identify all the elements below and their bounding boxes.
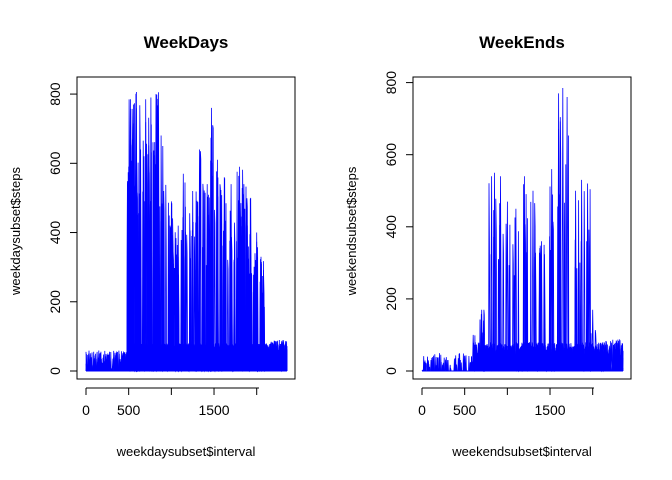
series-peak — [490, 176, 493, 372]
series-peak — [129, 99, 132, 372]
y-tick-label: 800 — [47, 82, 63, 106]
series-peak — [229, 184, 233, 372]
series-trace — [86, 125, 288, 372]
weekends-panel: WeekEnds 0 500 1500 0 200 400 600 800 weekends… — [344, 33, 632, 459]
series-peak — [222, 177, 226, 372]
x-tick-label: 0 — [418, 402, 426, 418]
series-line — [421, 87, 624, 373]
series-peak — [181, 173, 185, 372]
series-peak — [565, 96, 569, 372]
series-peak — [540, 241, 543, 372]
series-trace — [422, 194, 623, 372]
y-tick-label: 400 — [47, 221, 63, 245]
series-peak — [514, 208, 518, 372]
series-peak — [531, 190, 535, 372]
series-peak — [216, 159, 219, 372]
series-peak — [191, 190, 194, 372]
y-axis-label: weekdaysubset$steps — [8, 167, 23, 296]
series-peak — [132, 104, 135, 372]
series-peak — [255, 232, 258, 372]
series-peak — [580, 179, 583, 372]
series-peak — [157, 92, 160, 372]
series-peak — [170, 201, 173, 372]
series-peak — [135, 91, 138, 372]
x-axis-label: weekendsubset$interval — [451, 444, 592, 459]
x-tick-label: 500 — [117, 402, 141, 418]
y-tick-label: 200 — [383, 287, 399, 311]
weekdays-panel: WeekDays 0 500 1500 0 200 400 600 800 weekdays… — [8, 33, 296, 459]
plot-box — [412, 76, 632, 380]
series-peak — [149, 97, 153, 372]
series-peak — [499, 176, 502, 372]
series-peak — [144, 99, 148, 372]
series-peak — [493, 172, 496, 372]
series-peak — [161, 145, 165, 372]
x-axis-label: weekdaysubset$interval — [116, 444, 256, 459]
series-peak — [523, 176, 526, 372]
series-peak — [561, 87, 565, 372]
series-peak — [574, 190, 577, 372]
x-tick-label: 500 — [453, 402, 477, 418]
series-peak — [586, 183, 589, 372]
series-line — [85, 91, 288, 373]
y-axis-ticks: 0 200 400 600 800 — [47, 82, 77, 375]
y-tick-label: 0 — [383, 367, 399, 375]
series-peak — [198, 149, 201, 372]
y-tick-label: 200 — [47, 290, 63, 314]
x-axis-ticks: 0 500 1500 — [82, 388, 258, 418]
y-tick-label: 600 — [47, 151, 63, 175]
chart-title: WeekDays — [144, 33, 229, 52]
series-peak — [249, 197, 253, 372]
series-peak — [139, 149, 142, 372]
x-tick-label: 1500 — [198, 402, 229, 418]
x-tick-label: 0 — [82, 402, 90, 418]
y-axis-ticks: 0 200 400 600 800 — [383, 71, 413, 375]
y-tick-label: 0 — [47, 367, 63, 375]
series-peak — [238, 166, 241, 372]
series-peak — [242, 184, 246, 372]
y-tick-label: 600 — [383, 143, 399, 167]
series-peak — [176, 225, 180, 372]
series-peak — [154, 94, 158, 372]
y-tick-label: 400 — [383, 215, 399, 239]
series-peak — [480, 309, 483, 372]
x-tick-label: 1500 — [534, 402, 565, 418]
x-axis-ticks: 0 500 1500 — [418, 388, 594, 418]
series-peak — [210, 107, 213, 372]
y-tick-label: 800 — [383, 71, 399, 95]
series-peak — [591, 309, 594, 372]
series-peak — [506, 201, 509, 372]
series-peak — [259, 256, 263, 372]
y-axis-label: weekendsubset$steps — [344, 166, 359, 296]
series-peak — [557, 93, 560, 372]
series-peak — [550, 169, 553, 372]
chart-title: WeekEnds — [479, 33, 565, 52]
series-peak — [472, 334, 475, 372]
series-peak — [205, 184, 209, 372]
